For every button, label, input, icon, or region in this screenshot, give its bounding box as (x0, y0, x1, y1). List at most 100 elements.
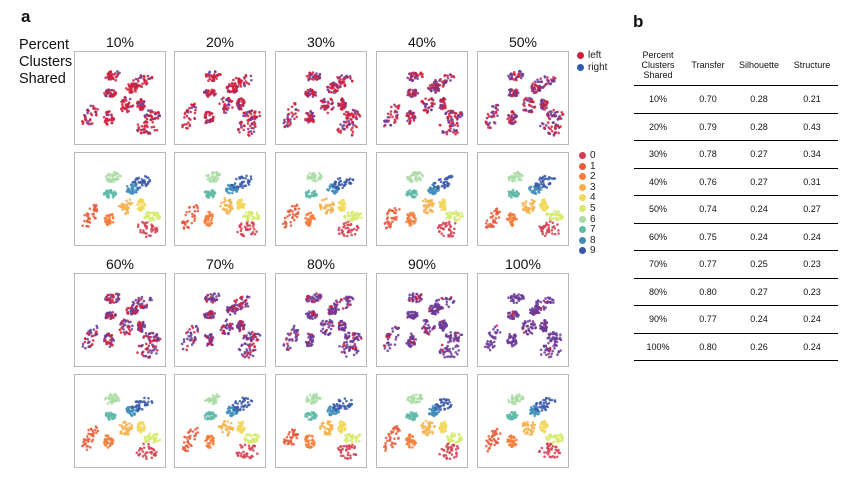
cluster-blob (218, 96, 234, 114)
cluster-blob (319, 318, 335, 337)
umap-side-scatter (382, 292, 464, 359)
table-row: 20% 0.79 0.28 0.43 (634, 114, 838, 141)
cluster-blob (537, 442, 562, 459)
umap-cluster-scatter (282, 392, 362, 460)
legend-label: 3 (590, 181, 596, 193)
legend-dot-icon (579, 183, 586, 191)
cluster-blob (337, 319, 347, 332)
legend-dot-icon (579, 236, 586, 244)
table-row: 100% 0.80 0.26 0.24 (634, 334, 838, 361)
cluster-blob (421, 197, 436, 215)
cluster-blob (181, 426, 200, 453)
cluster-blob (337, 198, 347, 212)
cluster-blob (142, 331, 162, 343)
table-cell: 0.76 (699, 176, 717, 187)
table-cell: 80% (648, 286, 667, 297)
row-label: Percent Clusters Shared (19, 37, 72, 88)
table-cell: 0.34 (803, 149, 821, 159)
table-cell: 0.70 (699, 94, 717, 104)
cluster-blob (143, 109, 162, 122)
cluster-blob (136, 120, 159, 135)
cluster-blob (305, 292, 323, 304)
cluster-blob (420, 419, 436, 437)
umap-plot-side (174, 51, 266, 145)
cluster-blob (438, 319, 449, 332)
cluster-blob (181, 102, 198, 130)
cluster-blob (438, 118, 460, 136)
cluster-blob (203, 292, 221, 304)
umap-cluster-scatter (181, 392, 260, 460)
cluster-blob (534, 174, 557, 190)
umap-side-scatter (181, 70, 262, 137)
cluster-blob (521, 420, 537, 436)
cluster-blob (405, 393, 424, 405)
panel-a-label: a (21, 7, 31, 26)
cluster-blob (420, 97, 436, 114)
cluster-blob (232, 295, 251, 311)
cluster-blob (426, 82, 441, 94)
cluster-blob (432, 73, 456, 88)
table-cell: 0.77 (699, 314, 717, 324)
cluster-blob (81, 324, 99, 350)
cluster-blob (131, 174, 152, 190)
cluster-blob (202, 309, 217, 320)
umap-plot-side (477, 51, 569, 145)
cluster-blob (420, 318, 436, 336)
cluster-blob (304, 87, 318, 98)
cluster-blob (143, 210, 162, 222)
cluster-blob (117, 198, 134, 216)
cluster-blob (143, 432, 162, 444)
table-cell: 100% (646, 341, 670, 352)
legend-dot-icon (579, 226, 586, 234)
umap-plot-side (275, 51, 367, 145)
cluster-blob (237, 119, 257, 137)
cluster-blob (304, 189, 318, 199)
cluster-blob (406, 71, 424, 83)
table-cell: 0.78 (699, 149, 717, 159)
cluster-blob (81, 203, 99, 228)
cluster-blob (438, 420, 448, 434)
cluster-blob (538, 419, 550, 434)
legend-dot-icon (577, 52, 584, 59)
table-cell: 0.23 (803, 286, 821, 297)
percent-header: 90% (407, 256, 437, 272)
umap-cluster-scatter (484, 393, 565, 459)
table-cell: 0.27 (750, 176, 768, 187)
legend-dot-icon (579, 205, 586, 212)
table-cell: 0.75 (699, 231, 717, 242)
cluster-blob (405, 109, 417, 125)
cluster-blob (507, 393, 525, 406)
cluster-blob (407, 292, 423, 304)
umap-plot-cluster (477, 374, 569, 468)
table-cell: 20% (648, 121, 667, 132)
cluster-blob (436, 220, 457, 238)
table-row: 50% 0.74 0.24 0.27 (634, 196, 838, 224)
cluster-blob (102, 189, 118, 200)
cluster-blob (281, 203, 301, 229)
table-cell: 0.80 (699, 286, 717, 297)
cluster-blob (242, 330, 262, 343)
header-transfer: Transfer (691, 60, 725, 70)
cluster-blob (131, 396, 154, 412)
cluster-blob (104, 392, 121, 405)
table-cell: 60% (648, 231, 667, 242)
legend-dot-icon (577, 64, 584, 71)
umap-cluster-scatter (281, 171, 363, 238)
cluster-blob (181, 203, 200, 230)
cluster-blob (204, 70, 222, 82)
umap-plot-cluster (275, 374, 367, 468)
table-cell: 0.43 (803, 121, 821, 132)
cluster-blob (382, 103, 401, 128)
cluster-blob (332, 295, 355, 311)
umap-plot-side (376, 51, 468, 145)
umap-side-scatter (180, 292, 262, 359)
cluster-blob (506, 434, 518, 449)
cluster-blob (217, 419, 235, 437)
cluster-blob (544, 433, 565, 444)
cluster-blob (507, 293, 525, 305)
legend-label: 7 (590, 224, 596, 236)
metrics-table: Percent Clusters Shared Transfer Silhoue… (634, 48, 838, 361)
cluster-blob (242, 109, 262, 122)
table-cell: 50% (648, 204, 667, 214)
cluster-blob (522, 96, 537, 114)
